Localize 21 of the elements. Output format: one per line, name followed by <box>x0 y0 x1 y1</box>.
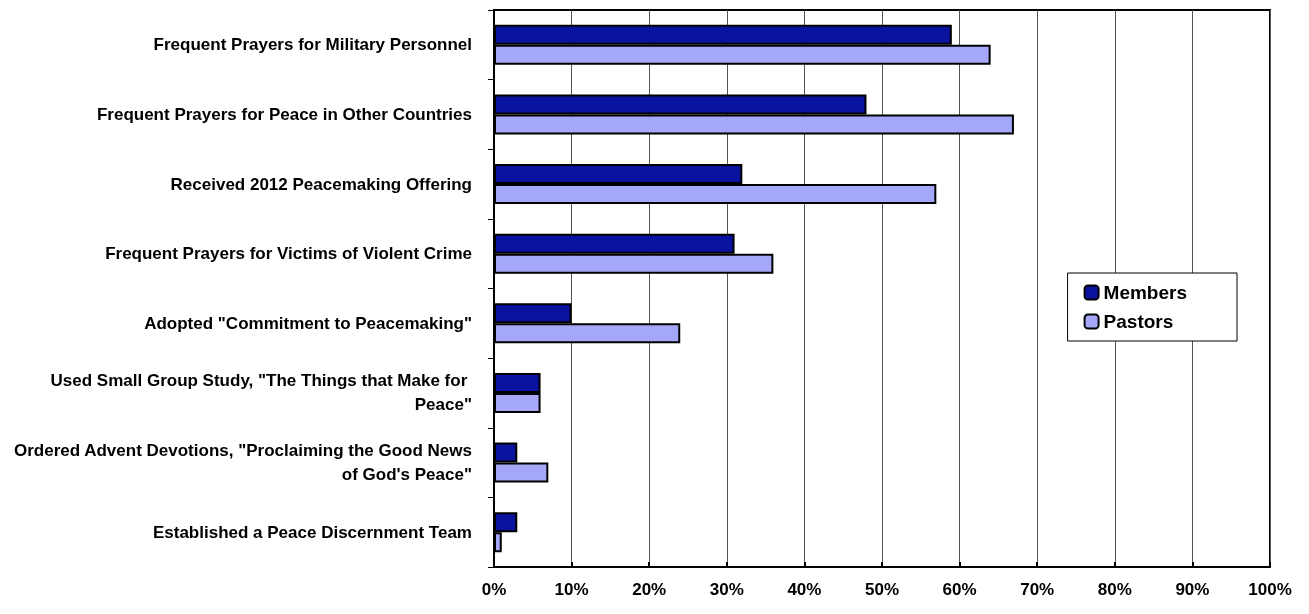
y-tick-label: Frequent Prayers for Military Personnel <box>153 35 472 55</box>
y-tick-label: Frequent Prayers for Victims of Violent Crime <box>105 244 472 264</box>
x-tick-label: 20% <box>632 580 667 599</box>
legend-label: Members <box>1103 282 1187 303</box>
y-tick-label: Established a Peace Discernment Team <box>152 522 472 542</box>
x-tick-label: 0% <box>481 580 507 599</box>
y-tick-label: Used Small Group Study, "The Things that Make for Peace" <box>50 371 472 415</box>
x-tick-label: 60% <box>942 580 977 599</box>
x-tick-label: 100% <box>1248 580 1292 599</box>
x-tick-label: 10% <box>554 580 589 599</box>
y-tick-label: Ordered Advent Devotions, "Proclaiming the Good News of God's Peace" <box>13 441 472 485</box>
x-tick-label: 40% <box>787 580 822 599</box>
y-tick-label: Received 2012 Peacemaking Offering <box>170 174 472 194</box>
y-tick-label: Frequent Prayers for Peace in Other Countries <box>96 104 472 124</box>
legend-label: Pastors <box>1103 311 1174 332</box>
x-tick-label: 50% <box>864 580 900 599</box>
x-tick-label: 70% <box>1020 580 1055 599</box>
y-tick-label: Adopted "Commitment to Peacemaking" <box>144 313 472 333</box>
x-tick-label: 80% <box>1097 580 1132 599</box>
x-tick-label: 90% <box>1175 580 1210 599</box>
x-tick-label: 30% <box>709 580 744 599</box>
